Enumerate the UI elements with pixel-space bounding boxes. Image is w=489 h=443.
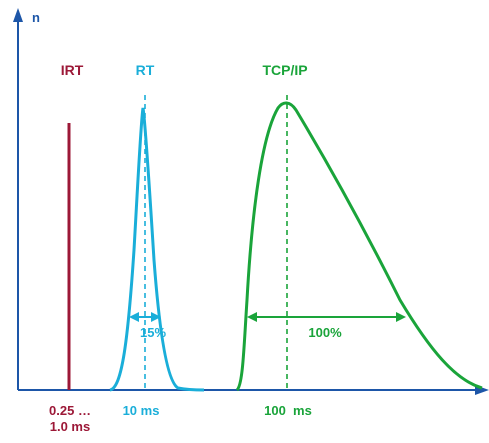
rt-width-label: 15% [140,325,166,340]
irt-label: IRT [61,62,84,78]
tcp-curve [235,101,483,392]
irt-x-label-line1: 0.25 … [49,403,91,418]
rt-x-label: 10 ms [123,403,160,418]
tcp-width-label: 100% [308,325,342,340]
y-axis-label: n [32,10,40,25]
tcp-label: TCP/IP [262,62,307,78]
rt-label: RT [136,62,155,78]
rt-curve [109,107,205,392]
irt-x-label-line2: 1.0 ms [50,419,90,434]
tcp-x-label: 100 ms [264,403,312,418]
y-axis-arrowhead [13,8,23,22]
